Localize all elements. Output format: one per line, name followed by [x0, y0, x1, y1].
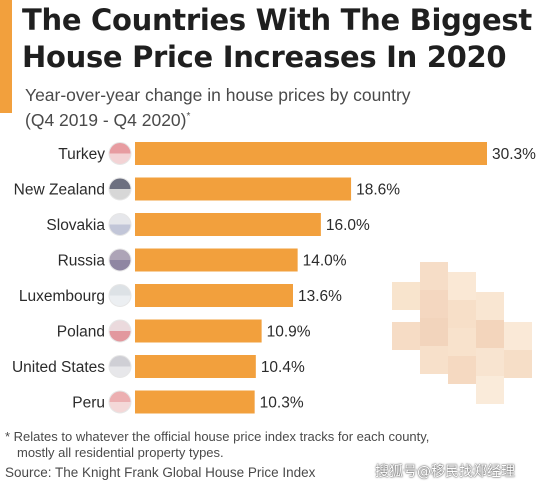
category-label: New Zealand [14, 182, 105, 199]
subtitle-period: (Q4 2019 - Q4 2020) [25, 109, 187, 130]
chart-subtitle: Year-over-year change in house prices by… [25, 84, 525, 131]
value-label: 10.3% [260, 395, 304, 412]
category-label: Slovakia [46, 217, 105, 234]
bar [135, 355, 256, 378]
value-label: 10.9% [267, 324, 311, 341]
luxembourg-flag-icon [108, 284, 132, 307]
footnote-line-2: mostly all residential property types. [17, 445, 224, 460]
category-label: Peru [72, 395, 105, 412]
subtitle-period-line: (Q4 2019 - Q4 2020)* [25, 106, 525, 131]
bar [135, 213, 321, 236]
value-label: 10.4% [261, 359, 305, 376]
category-label: Poland [57, 324, 105, 341]
watermark: 搜狐号@移民找郑经理 [375, 464, 515, 480]
slovakia-flag-icon [108, 213, 132, 236]
bar [135, 248, 298, 272]
title-accent-bar [0, 0, 12, 113]
bar [135, 319, 262, 343]
category-label: Luxembourg [19, 288, 105, 305]
peru-flag-icon [108, 390, 132, 414]
subtitle-line: Year-over-year change in house prices by… [25, 85, 411, 105]
subtitle-footnote-marker: * [186, 111, 191, 122]
value-label: 18.6% [356, 182, 400, 199]
russia-flag-icon [108, 248, 132, 272]
turkey-flag-icon [108, 142, 132, 165]
blurred-image-patch [392, 262, 532, 412]
bar [135, 142, 487, 165]
category-label: Russia [58, 253, 106, 270]
value-label: 13.6% [298, 288, 342, 305]
bar-chart: Turkey 30.3% New Zealand 18.6% Slovakia 16.0%… [12, 142, 536, 414]
bar [135, 284, 293, 307]
source-note: Source: The Knight Frank Global House Pr… [5, 465, 316, 480]
value-label: 14.0% [303, 253, 347, 270]
category-label: United States [12, 359, 105, 376]
poland-flag-icon [108, 319, 132, 343]
new-zealand-flag-icon [108, 177, 132, 201]
footnote-line-1: * Relates to whatever the official house… [5, 429, 430, 444]
value-label: 16.0% [326, 217, 370, 234]
chart-title: The Countries With The Biggest House Pri… [22, 3, 532, 74]
bar [135, 390, 255, 414]
united-states-flag-icon [108, 355, 132, 378]
bar [135, 177, 352, 201]
value-label: 30.3% [492, 146, 536, 163]
category-label: Turkey [58, 146, 105, 163]
footnote: * Relates to whatever the official house… [5, 429, 525, 461]
